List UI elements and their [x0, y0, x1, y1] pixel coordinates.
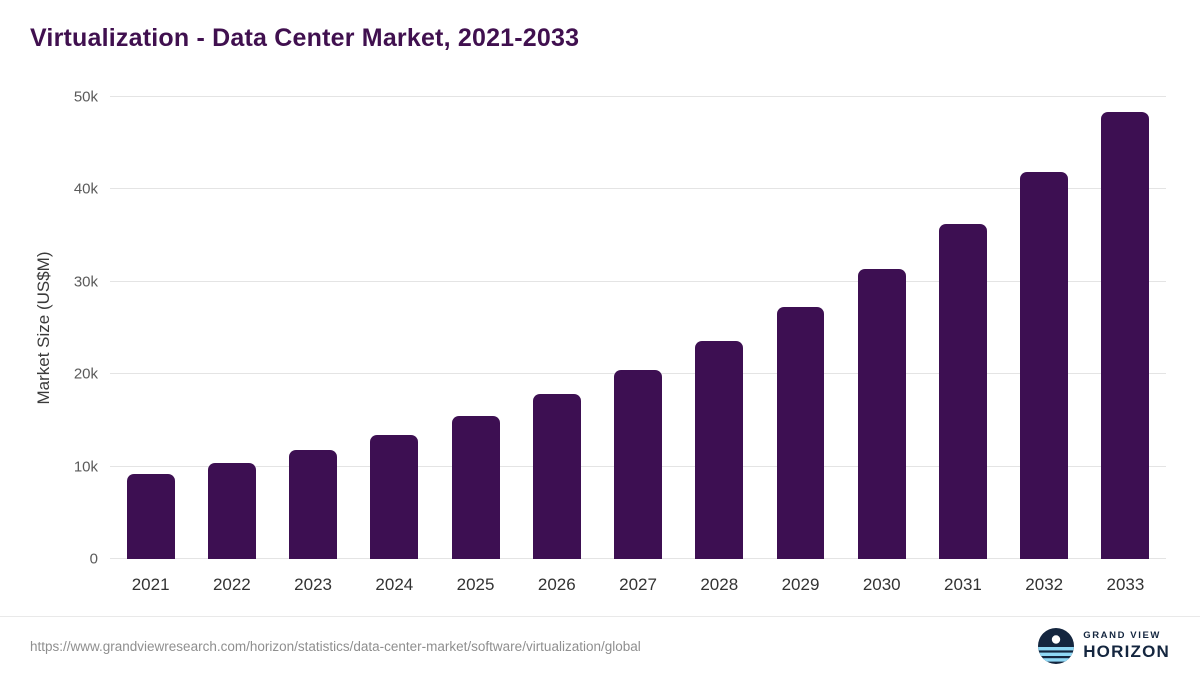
x-tick-label: 2024	[375, 575, 414, 594]
y-tick-label: 10k	[73, 458, 98, 476]
source-url: https://www.grandviewresearch.com/horizo…	[30, 638, 641, 654]
y-axis-title: Market Size (US$M)	[34, 251, 53, 405]
y-tick-label: 50k	[73, 88, 98, 106]
bar-2027	[614, 369, 662, 559]
bar-column: 2028	[679, 97, 760, 594]
gridline	[110, 96, 1166, 97]
y-tick-label: 30k	[73, 273, 98, 291]
x-tick-label: 2029	[781, 575, 820, 594]
bar-2024	[370, 435, 419, 559]
bar-column: 2027	[597, 97, 678, 594]
bar-2030	[857, 268, 906, 559]
brand-logo: GRAND VIEW HORIZON	[1038, 628, 1170, 664]
x-tick-label: 2021	[131, 575, 170, 594]
bar-2026	[532, 393, 581, 559]
x-tick-label: 2027	[619, 575, 657, 594]
gridline	[110, 188, 1166, 190]
brand-text: GRAND VIEW HORIZON	[1083, 630, 1170, 662]
horizon-logo-icon	[1038, 628, 1075, 664]
y-tick-label: 40k	[73, 180, 98, 198]
bar-2021	[126, 474, 175, 559]
x-tick-label: 2031	[944, 575, 982, 594]
brand-name-bottom: HORIZON	[1083, 642, 1170, 661]
bar-2033	[1101, 111, 1150, 559]
bar-2028	[695, 340, 744, 559]
brand-name-top: GRAND VIEW	[1083, 630, 1161, 641]
y-tick-label: 0	[89, 550, 98, 568]
bar-column: 2031	[922, 97, 1003, 594]
bar-column: 2022	[191, 97, 272, 594]
bar-column: 2023	[272, 97, 353, 594]
bar-column: 2029	[760, 97, 841, 594]
bar-column: 2030	[841, 97, 922, 594]
x-tick-label: 2025	[456, 575, 495, 594]
y-tick-label: 20k	[73, 365, 98, 383]
bar-column: 2021	[110, 97, 191, 594]
gridline	[110, 280, 1166, 282]
chart-title: Virtualization - Data Center Market, 202…	[30, 24, 580, 52]
bar-2029	[776, 306, 825, 559]
x-tick-label: 2023	[294, 575, 332, 594]
bar-2031	[939, 223, 987, 559]
bar-column: 2026	[516, 97, 597, 594]
x-tick-label: 2022	[212, 575, 251, 594]
bar-column: 2032	[1004, 97, 1085, 594]
bar-2025	[451, 415, 500, 559]
bar-2032	[1020, 171, 1069, 559]
x-tick-label: 2032	[1025, 575, 1064, 594]
bar-column: 2033	[1085, 97, 1166, 594]
bar-2023	[289, 449, 338, 559]
bar-series: 2021 2022 2023 2024 2025 2026 2027 2028 2029 2030…	[110, 97, 1166, 594]
bar-column: 2024	[354, 97, 435, 594]
x-tick-label: 2028	[700, 575, 739, 594]
footer: https://www.grandviewresearch.com/horizo…	[0, 616, 1200, 675]
bar-2022	[207, 462, 256, 559]
x-tick-label: 2033	[1106, 575, 1145, 594]
x-tick-label: 2030	[862, 575, 901, 594]
x-tick-label: 2026	[537, 575, 576, 594]
plot-area: 2021 2022 2023 2024 2025 2026 2027 2028 2029 2030…	[74, 89, 1166, 594]
bar-column: 2025	[435, 97, 516, 594]
